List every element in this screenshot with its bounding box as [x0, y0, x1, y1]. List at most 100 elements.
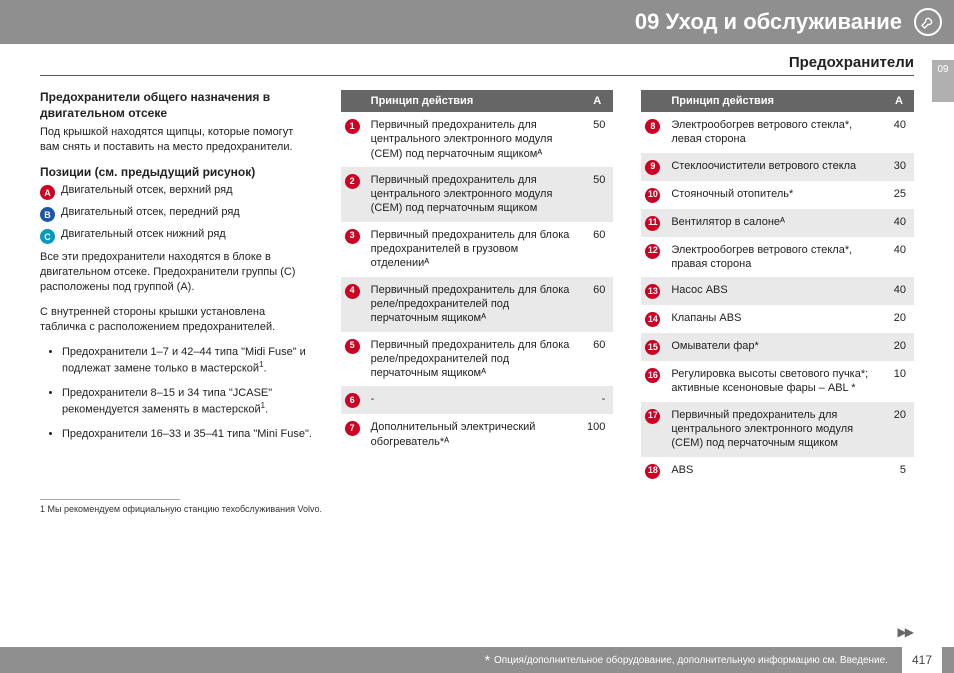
fuse-number-badge: 9: [645, 160, 660, 175]
position-badge-c: C: [40, 229, 55, 244]
page-footer: * Опция/дополнительное оборудование, доп…: [0, 647, 954, 673]
position-badge-b: B: [40, 207, 55, 222]
section-title: Предохранители: [40, 54, 914, 76]
fuse-number-cell: 17: [641, 402, 665, 457]
fuse-number-badge: 16: [645, 368, 660, 383]
fuse-amp-cell: 60: [581, 277, 613, 332]
footnote-rule: [40, 499, 180, 500]
table-row: 17 Первичный предохранитель для центральн…: [641, 402, 914, 457]
table-row: 18ABS5: [641, 457, 914, 485]
table-row: 15 Омыватели фар*20: [641, 333, 914, 361]
footnote-text: 1 Мы рекомендуем официальную станцию тех…: [40, 504, 954, 514]
fuse-amp-cell: 25: [884, 181, 914, 209]
table-row: 8Электрообогрев ветрового стекла*, левая…: [641, 112, 914, 153]
table-header-blank: [641, 90, 665, 112]
table-row: 10 Стояночный отопитель*25: [641, 181, 914, 209]
table-row: 11Вентилятор в салонеᴬ40: [641, 209, 914, 237]
wrench-icon: [914, 8, 942, 36]
fuse-description-cell: Электрообогрев ветрового стекла*, правая…: [665, 237, 884, 278]
bullet-list: Предохранители 1–7 и 42–44 типа "Midi Fu…: [62, 345, 313, 443]
fuse-number-cell: 4: [341, 277, 365, 332]
fuse-description-cell: Первичный предохранитель для центральног…: [365, 167, 581, 222]
position-label: Двигательный отсек, верхний ряд: [61, 184, 233, 196]
fuse-table-2: Принцип действия A 8Электрообогрев ветро…: [641, 90, 914, 485]
column-right: Принцип действия A 8Электрообогрев ветро…: [641, 90, 914, 485]
fuse-amp-cell: 100: [581, 414, 613, 455]
table-row: 2Первичный предохранитель для центрально…: [341, 167, 614, 222]
fuse-amp-cell: 40: [884, 277, 914, 305]
fuse-number-badge: 10: [645, 188, 660, 203]
fuse-number-badge: 3: [345, 229, 360, 244]
fuse-number-badge: 15: [645, 340, 660, 355]
table-row: 1Первичный предохранитель для центрально…: [341, 112, 614, 167]
fuse-number-badge: 7: [345, 421, 360, 436]
side-tab: 09: [932, 60, 954, 102]
fuse-description-cell: Регулировка высоты светового пучка*; акт…: [665, 361, 884, 402]
fuse-number-cell: 7: [341, 414, 365, 455]
position-row-b: B Двигательный отсек, передний ряд: [40, 206, 313, 222]
fuse-description-cell: Стояночный отопитель*: [665, 181, 884, 209]
list-item: Предохранители 1–7 и 42–44 типа "Midi Fu…: [62, 345, 313, 376]
column-middle: Принцип действия A 1Первичный предохрани…: [341, 90, 614, 485]
fuse-description-cell: ABS: [665, 457, 884, 485]
footnote-ref: 1: [259, 360, 263, 369]
fuse-amp-cell: 10: [884, 361, 914, 402]
table-row: 3 Первичный предохранитель для блока пред…: [341, 222, 614, 277]
paragraph: Под крышкой находятся щипцы, которые пом…: [40, 125, 313, 155]
list-item: Предохранители 8–15 и 34 типа "JCASE" ре…: [62, 386, 313, 417]
fuse-number-badge: 11: [645, 216, 660, 231]
fuse-number-badge: 12: [645, 244, 660, 259]
fuse-description-cell: Стеклоочистители ветрового стекла: [665, 153, 884, 181]
fuse-number-cell: 13: [641, 277, 665, 305]
fuse-description-cell: Первичный предохранитель для центральног…: [665, 402, 884, 457]
table-row: 5Первичный предохранитель для блока реле…: [341, 332, 614, 387]
fuse-amp-cell: -: [581, 386, 613, 414]
fuse-description-cell: Первичный предохранитель для блока реле/…: [365, 277, 581, 332]
fuse-number-badge: 4: [345, 284, 360, 299]
fuse-amp-cell: 20: [884, 402, 914, 457]
fuse-amp-cell: 50: [581, 167, 613, 222]
fuse-number-badge: 8: [645, 119, 660, 134]
footnote-ref: 1: [261, 401, 265, 410]
paragraph: С внутренней стороны крышки установлена …: [40, 305, 313, 335]
list-text: Предохранители 1–7 и 42–44 типа "Midi Fu…: [62, 346, 306, 375]
fuse-number-cell: 18: [641, 457, 665, 485]
heading-general-fuses: Предохранители общего назначения в двига…: [40, 90, 313, 121]
chapter-title: 09 Уход и обслуживание: [635, 9, 902, 35]
fuse-number-cell: 16: [641, 361, 665, 402]
table-row: 7 Дополнительный электрический обогревате…: [341, 414, 614, 455]
fuse-description-cell: Первичный предохранитель для блока предо…: [365, 222, 581, 277]
fuse-number-badge: 14: [645, 312, 660, 327]
fuse-amp-cell: 40: [884, 237, 914, 278]
fuse-number-cell: 6: [341, 386, 365, 414]
fuse-description-cell: Вентилятор в салонеᴬ: [665, 209, 884, 237]
fuse-number-cell: 5: [341, 332, 365, 387]
list-text: Предохранители 8–15 и 34 типа "JCASE" ре…: [62, 387, 272, 416]
fuse-description-cell: Насос ABS: [665, 277, 884, 305]
list-item: Предохранители 16–33 и 35–41 типа "Mini …: [62, 427, 313, 442]
fuse-amp-cell: 30: [884, 153, 914, 181]
fuse-amp-cell: 40: [884, 112, 914, 153]
fuse-number-badge: 6: [345, 393, 360, 408]
table-row: 4 Первичный предохранитель для блока реле…: [341, 277, 614, 332]
fuse-description-cell: Омыватели фар*: [665, 333, 884, 361]
table-header-desc: Принцип действия: [365, 90, 581, 112]
fuse-number-cell: 11: [641, 209, 665, 237]
fuse-number-cell: 12: [641, 237, 665, 278]
table-header-amp: A: [884, 90, 914, 112]
fuse-number-badge: 13: [645, 284, 660, 299]
position-row-a: A Двигательный отсек, верхний ряд: [40, 184, 313, 200]
table-row: 6--: [341, 386, 614, 414]
position-label: Двигательный отсек, передний ряд: [61, 206, 240, 218]
fuse-number-badge: 17: [645, 409, 660, 424]
fuse-number-cell: 15: [641, 333, 665, 361]
content-columns: Предохранители общего назначения в двига…: [0, 76, 954, 485]
fuse-amp-cell: 20: [884, 333, 914, 361]
fuse-description-cell: Дополнительный электрический обогревател…: [365, 414, 581, 455]
fuse-number-cell: 1: [341, 112, 365, 167]
continue-marker-icon: ▶▶: [898, 625, 912, 639]
page-number: 417: [902, 647, 942, 673]
fuse-number-badge: 1: [345, 119, 360, 134]
table-row: 14Клапаны ABS20: [641, 305, 914, 333]
table-row: 9 Стеклоочистители ветрового стекла30: [641, 153, 914, 181]
